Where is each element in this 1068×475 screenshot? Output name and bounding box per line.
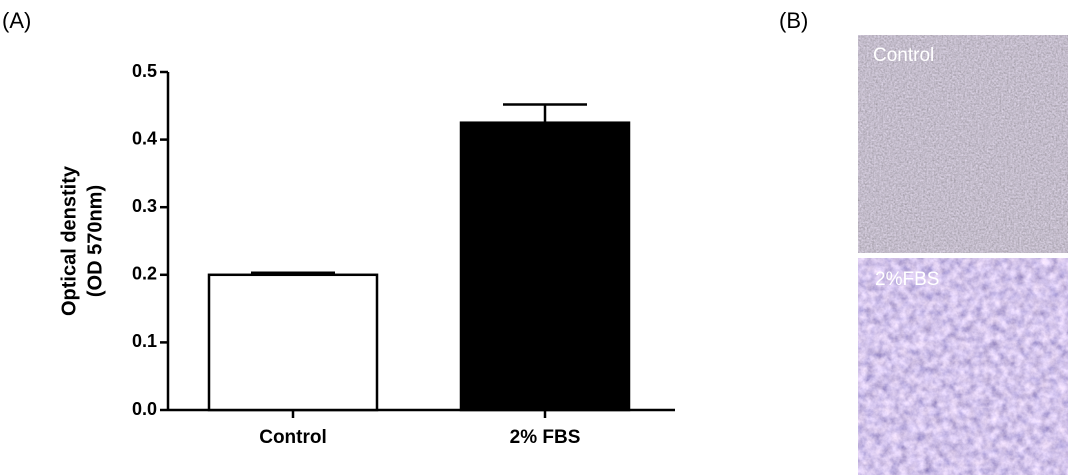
y-tick-label: 0.2 (132, 264, 157, 284)
y-axis-title: (OD 570nm) (84, 185, 106, 297)
y-axis-title: Optical denstity (58, 165, 80, 316)
y-tick-label: 0.0 (132, 399, 157, 419)
image-label: Control (873, 45, 934, 66)
micrograph (858, 258, 1068, 475)
y-tick-label: 0.4 (132, 128, 157, 148)
x-tick-label: Control (259, 427, 327, 448)
figure: (A) (B) Optical denstity (OD 570nm) Cont… (0, 0, 1068, 475)
x-tick-label: 2% FBS (510, 427, 581, 448)
y-tick-label: 0.1 (132, 331, 157, 351)
y-tick-label: 0.5 (132, 61, 157, 81)
bar (461, 123, 629, 410)
panel-label: (A) (2, 8, 31, 33)
y-tick-label: 0.3 (132, 196, 157, 216)
panel-label: (B) (779, 8, 808, 33)
image-label: 2%FBS (875, 269, 939, 290)
micrograph (858, 35, 1068, 253)
bar (209, 275, 377, 410)
